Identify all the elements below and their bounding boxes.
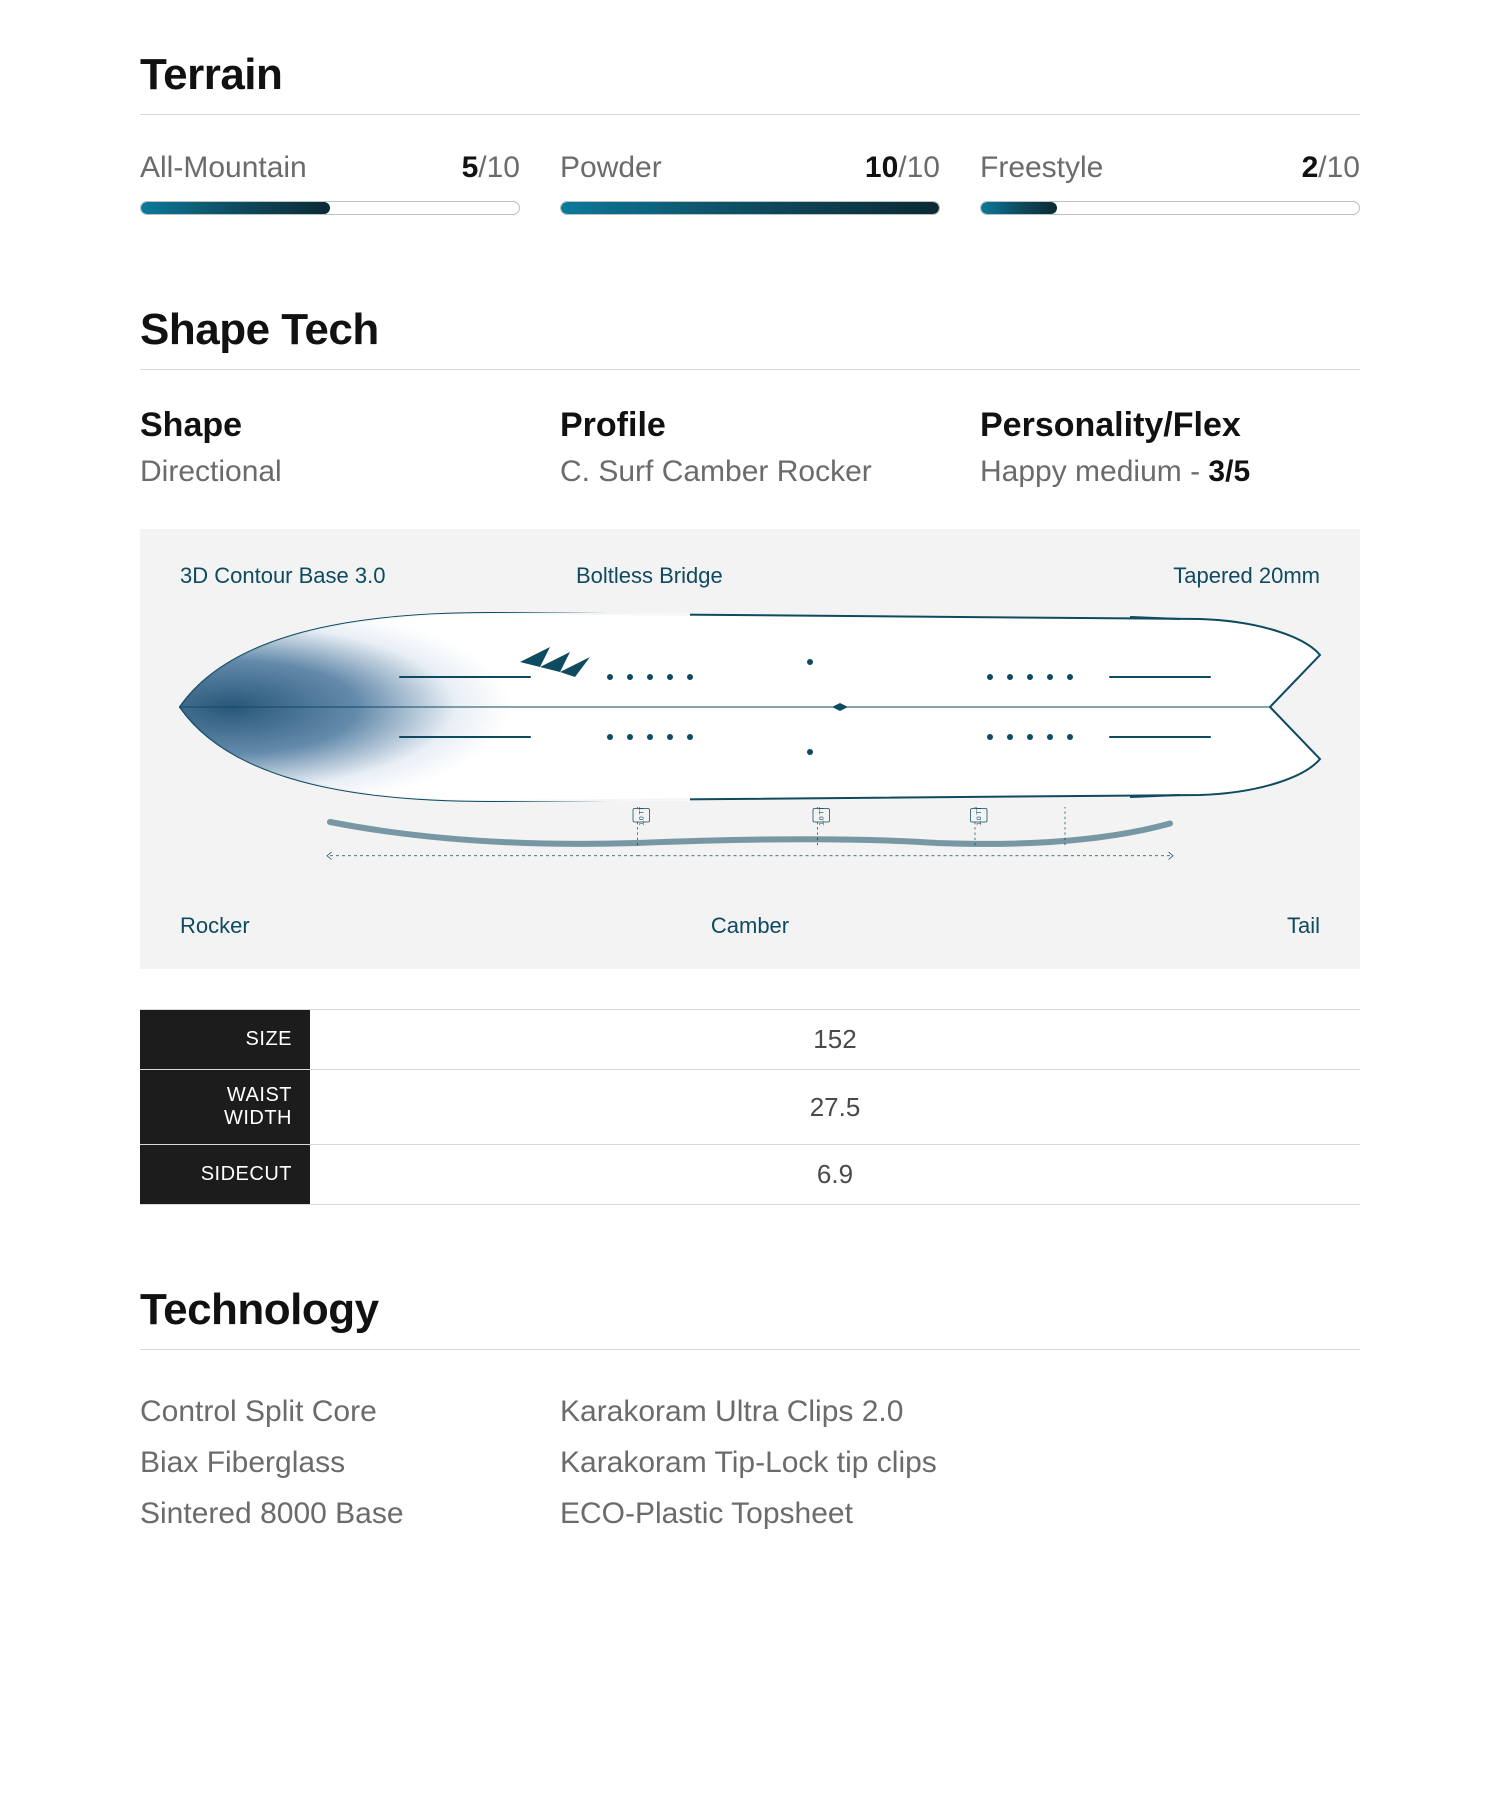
shape-col-value: C. Surf Camber Rocker <box>560 455 940 489</box>
terrain-bar-track <box>980 201 1360 215</box>
board-top-svg <box>170 607 1330 807</box>
technology-grid: Control Split Core Biax Fiberglass Sinte… <box>140 1386 1360 1539</box>
spec-table: SIZE 152 WAIST WIDTH 27.5 SIDECUT 6.9 <box>140 1009 1360 1205</box>
shape-col-title: Personality/Flex <box>980 406 1360 445</box>
spec-label: SIZE <box>140 1010 310 1070</box>
terrain-item: Powder 10/10 <box>560 151 940 215</box>
shape-heading: Shape Tech <box>140 305 1360 370</box>
shape-col: Profile C. Surf Camber Rocker <box>560 406 940 489</box>
diagram-tag: 1.0 TT <box>639 807 646 826</box>
terrain-score: 2/10 <box>1302 151 1360 185</box>
terrain-score: 5/10 <box>462 151 520 185</box>
shape-grid: Shape Directional Profile C. Surf Camber… <box>140 406 1360 489</box>
diagram-label-top-mid: Boltless Bridge <box>576 563 723 589</box>
diagram-label-bottom-right: Tail <box>1287 913 1320 939</box>
technology-col: Control Split Core Biax Fiberglass Sinte… <box>140 1386 520 1539</box>
shape-col-title: Shape <box>140 406 520 445</box>
technology-item: Biax Fiberglass <box>140 1437 520 1488</box>
shape-col-value: Happy medium - 3/5 <box>980 455 1360 489</box>
spec-value: 27.5 <box>310 1070 1360 1145</box>
terrain-row: All-Mountain 5/10 Powder 10/10 Freestyle… <box>140 151 1360 215</box>
shape-col: Personality/Flex Happy medium - 3/5 <box>980 406 1360 489</box>
technology-item: Karakoram Tip-Lock tip clips <box>560 1437 940 1488</box>
table-row: SIDECUT 6.9 <box>140 1145 1360 1205</box>
terrain-bar-track <box>140 201 520 215</box>
terrain-label: Powder <box>560 151 662 185</box>
spec-value: 6.9 <box>310 1145 1360 1205</box>
terrain-bar-track <box>560 201 940 215</box>
technology-col: Karakoram Ultra Clips 2.0 Karakoram Tip-… <box>560 1386 940 1539</box>
technology-item: Karakoram Ultra Clips 2.0 <box>560 1386 940 1437</box>
shape-col: Shape Directional <box>140 406 520 489</box>
technology-item: ECO-Plastic Topsheet <box>560 1488 940 1539</box>
diagram-tag: 1.0 TT <box>819 807 826 826</box>
spec-value: 152 <box>310 1010 1360 1070</box>
terrain-bar-fill <box>561 202 939 214</box>
table-row: WAIST WIDTH 27.5 <box>140 1070 1360 1145</box>
spec-label: SIDECUT <box>140 1145 310 1205</box>
diagram-label-bottom-mid: Camber <box>711 913 789 939</box>
terrain-score: 10/10 <box>865 151 940 185</box>
technology-heading: Technology <box>140 1285 1360 1350</box>
diagram-tag: 1.0 TT <box>976 807 983 826</box>
diagram-label-bottom-left: Rocker <box>180 913 250 939</box>
terrain-item: All-Mountain 5/10 <box>140 151 520 215</box>
board-profile-svg: 1.0 TT 1.0 TT 1.0 TT <box>170 807 1330 867</box>
shape-col-title: Profile <box>560 406 940 445</box>
terrain-label: Freestyle <box>980 151 1103 185</box>
table-row: SIZE 152 <box>140 1010 1360 1070</box>
terrain-item: Freestyle 2/10 <box>980 151 1360 215</box>
technology-item: Sintered 8000 Base <box>140 1488 520 1539</box>
diagram-label-top-left: 3D Contour Base 3.0 <box>180 563 385 589</box>
terrain-bar-fill <box>141 202 330 214</box>
spec-label: WAIST WIDTH <box>140 1070 310 1145</box>
technology-item: Control Split Core <box>140 1386 520 1437</box>
terrain-label: All-Mountain <box>140 151 307 185</box>
terrain-bar-fill <box>981 202 1057 214</box>
terrain-heading: Terrain <box>140 50 1360 115</box>
diagram-label-top-right: Tapered 20mm <box>1173 563 1320 589</box>
shape-col-value: Directional <box>140 455 520 489</box>
shape-diagram: 3D Contour Base 3.0 Boltless Bridge Tape… <box>140 529 1360 969</box>
